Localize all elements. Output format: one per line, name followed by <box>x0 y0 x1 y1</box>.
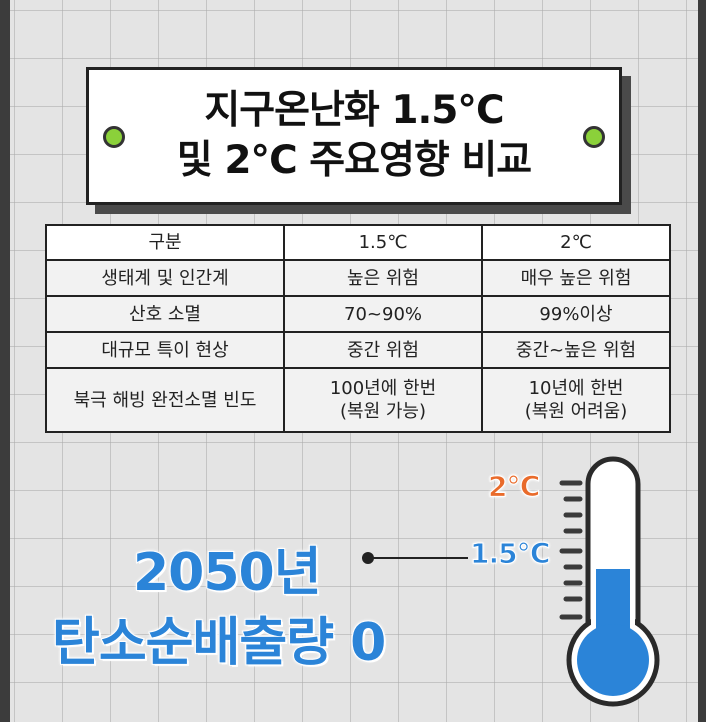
title-line-2: 및 2℃ 주요영향 비교 <box>176 138 532 183</box>
table-cell: 99%이상 <box>481 295 671 333</box>
table-row-label: 생태계 및 인간계 <box>45 259 285 297</box>
table-cell: 70~90% <box>283 295 483 333</box>
table-row: 대규모 특이 현상 중간 위험 중간~높은 위험 <box>45 331 671 369</box>
table-header-cell: 2℃ <box>481 224 671 261</box>
table-row-label: 산호 소멸 <box>45 295 285 333</box>
headline-year: 2050년 <box>132 542 323 604</box>
table-cell: 중간~높은 위험 <box>481 331 671 369</box>
table-row: 북극 해빙 완전소멸 빈도 100년에 한번 (복원 가능) 10년에 한번 (… <box>45 367 671 433</box>
thermometer-ticks <box>559 480 583 620</box>
table-cell: 매우 높은 위험 <box>481 259 671 297</box>
title-line-1: 지구온난화 1.5℃ <box>204 88 504 133</box>
green-dot-right-icon <box>583 126 605 148</box>
title-panel: 지구온난화 1.5℃ 및 2℃ 주요영향 비교 <box>86 67 622 205</box>
table-header-cell: 구분 <box>45 224 285 261</box>
headline-net-zero: 탄소순배출량 0 <box>51 612 387 674</box>
table-cell: 높은 위험 <box>283 259 483 297</box>
thermometer-bulb <box>577 624 649 696</box>
table-row-label: 북극 해빙 완전소멸 빈도 <box>45 367 285 433</box>
connector-line <box>368 557 468 559</box>
green-dot-left-icon <box>103 126 125 148</box>
table-header-cell: 1.5℃ <box>283 224 483 261</box>
thermometer-icon <box>559 456 660 707</box>
table-cell: 중간 위험 <box>283 331 483 369</box>
table-row-label: 대규모 특이 현상 <box>45 331 285 369</box>
table-row: 산호 소멸 70~90% 99%이상 <box>45 295 671 333</box>
left-edge <box>0 0 10 722</box>
thermometer-label-1-5c: 1.5℃ <box>470 537 552 571</box>
right-edge <box>698 0 706 722</box>
table-cell: 10년에 한번 (복원 어려움) <box>481 367 671 433</box>
table-row: 생태계 및 인간계 높은 위험 매우 높은 위험 <box>45 259 671 297</box>
table-cell: 100년에 한번 (복원 가능) <box>283 367 483 433</box>
table-header-row: 구분 1.5℃ 2℃ <box>45 224 671 261</box>
comparison-table: 구분 1.5℃ 2℃ 생태계 및 인간계 높은 위험 매우 높은 위험 산호 소… <box>45 224 671 433</box>
thermometer-label-2c: 2℃ <box>487 470 540 504</box>
